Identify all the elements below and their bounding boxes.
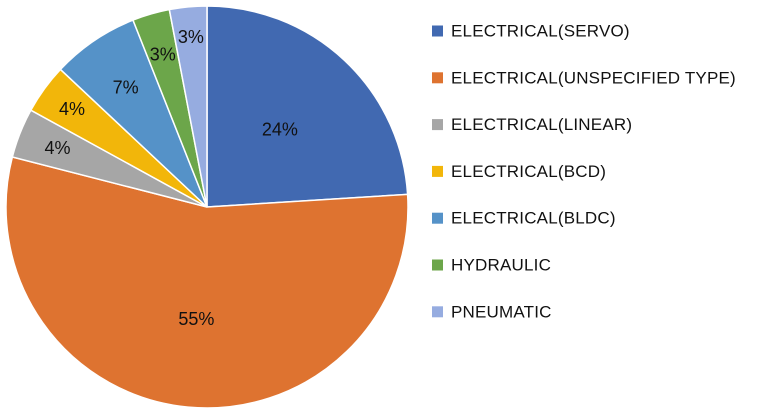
legend-swatch-1	[432, 25, 443, 37]
slice-label-2: 55%	[178, 309, 214, 329]
slice-label-5: 7%	[113, 77, 139, 97]
legend-label-4: ELECTRICAL(BCD)	[451, 162, 606, 181]
legend-label-1: ELECTRICAL(SERVO)	[451, 22, 630, 41]
legend-label-2: ELECTRICAL(UNSPECIFIED TYPE)	[451, 68, 736, 87]
slice-label-3: 4%	[44, 138, 70, 158]
legend-label-3: ELECTRICAL(LINEAR)	[451, 115, 632, 134]
slice-label-4: 4%	[59, 99, 85, 119]
pie-labels: 24% 55% 4% 4% 7% 3%3%	[44, 27, 297, 329]
legend-swatch-7	[432, 306, 443, 318]
slice-label-6: 3%	[150, 45, 176, 65]
legend-swatch-3	[432, 119, 443, 131]
pie-slice-2	[5, 156, 409, 409]
legend-swatch-4	[432, 165, 443, 177]
legend: ELECTRICAL(SERVO) ELECTRICAL(UNSPECIFIED …	[432, 22, 736, 321]
legend-label-5: ELECTRICAL(BLDC)	[451, 209, 616, 228]
legend-label-6: HYDRAULIC	[451, 256, 551, 275]
pie-slice-1	[206, 5, 409, 208]
legend-swatch-2	[432, 72, 443, 84]
slice-label-7: 3%	[178, 27, 204, 47]
pie-slices	[5, 5, 409, 409]
slice-label-1: 24%	[262, 119, 298, 139]
legend-swatch-6	[432, 259, 443, 271]
legend-label-7: PNEUMATIC	[451, 302, 552, 321]
legend-swatch-5	[432, 212, 443, 224]
pie-slice-7	[168, 5, 208, 208]
